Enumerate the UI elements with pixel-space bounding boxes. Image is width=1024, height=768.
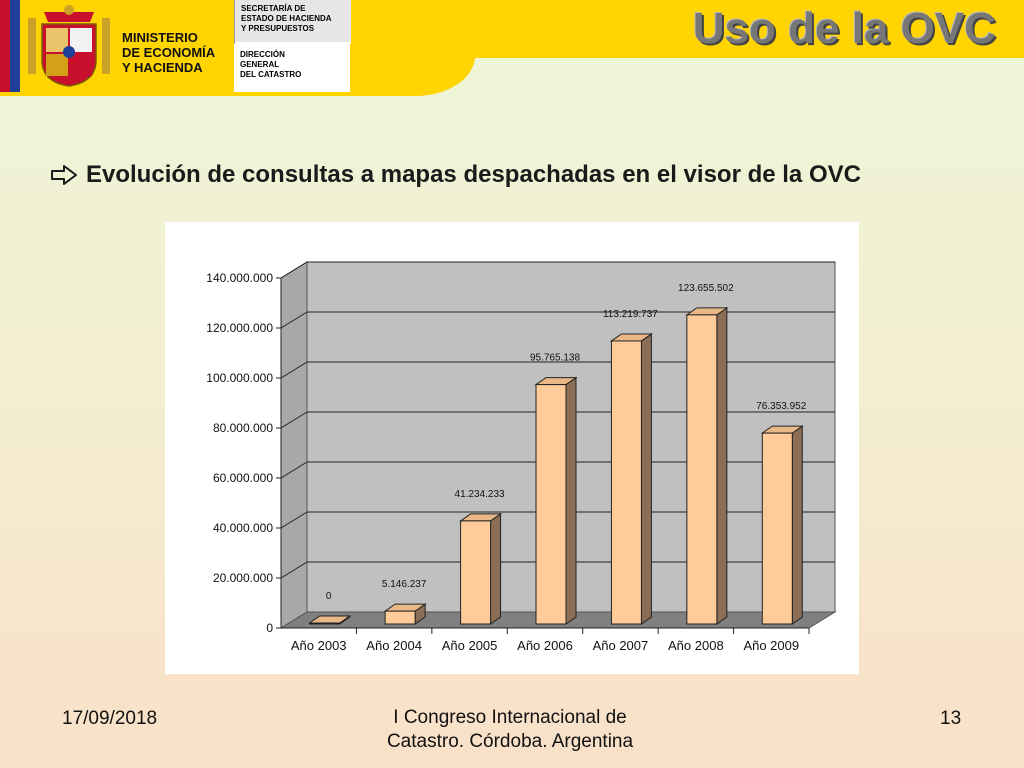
gridline-side — [280, 561, 308, 579]
secretaria-line-1: SECRETARÍA DE — [241, 4, 306, 13]
chart-card: 0 20.000.000 40.000.000 60.000.000 80.000.00… — [165, 222, 859, 674]
bar — [535, 384, 567, 625]
bar — [384, 610, 416, 625]
direccion-line-1: DIRECCIÓN — [240, 50, 285, 59]
footer-event-line-1: I Congreso Internacional de — [393, 707, 627, 728]
gridline-side — [280, 411, 308, 429]
gridline-side — [280, 461, 308, 479]
flag-strip — [0, 0, 20, 92]
bar-side — [490, 512, 502, 625]
x-tick-label: Año 2007 — [593, 638, 649, 653]
x-tick-label: Año 2006 — [517, 638, 573, 653]
bullet-text: Evolución de consultas a mapas despachad… — [86, 161, 861, 188]
bar — [460, 520, 492, 625]
footer-event-line-2: Catastro. Córdoba. Argentina — [386, 731, 634, 752]
x-tick-label: Año 2009 — [743, 638, 799, 653]
y-tick-label: 120.000.000 — [206, 321, 273, 335]
secretaria-box: SECRETARÍA DE ESTADO DE HACIENDA Y PRESU… — [234, 0, 351, 44]
bar-chart: 0 20.000.000 40.000.000 60.000.000 80.000.00… — [206, 261, 837, 653]
data-label: 123.655.502 — [678, 283, 734, 294]
footer-date: 17/09/2018 — [62, 708, 158, 729]
x-tick-label: Año 2004 — [366, 638, 422, 653]
y-tick-label: 20.000.000 — [213, 571, 273, 585]
direccion-line-2: GENERAL — [240, 60, 280, 69]
y-tick-label: 140.000.000 — [206, 271, 273, 285]
footer-page-number: 13 — [940, 708, 962, 729]
x-tick-label: Año 2005 — [442, 638, 498, 653]
data-label: 0 — [326, 591, 332, 602]
ministry-line-1: MINISTERIO — [122, 30, 198, 45]
direccion-line-3: DEL CATASTRO — [240, 70, 302, 79]
gridline-side — [280, 261, 308, 279]
gridline-side — [280, 511, 308, 529]
hollow-arrow-icon — [51, 165, 77, 185]
bar — [686, 314, 718, 625]
bar — [610, 340, 642, 625]
ministry-line-3: Y HACIENDA — [122, 60, 203, 75]
footer-event: I Congreso Internacional de Catastro. Có… — [300, 706, 720, 754]
bar-side — [640, 332, 652, 625]
plot-side-wall — [280, 261, 308, 629]
bar-side — [565, 376, 577, 625]
y-tick-label: 60.000.000 — [213, 471, 273, 485]
data-label: 5.146.237 — [382, 579, 427, 590]
secretaria-line-2: ESTADO DE HACIENDA — [241, 14, 332, 23]
ministry-line-2: DE ECONOMÍA — [122, 45, 216, 60]
bar — [761, 432, 793, 625]
bar-side — [791, 425, 803, 625]
data-label: 41.234.233 — [455, 489, 505, 500]
data-label: 95.765.138 — [530, 353, 580, 364]
coat-of-arms-logo — [28, 5, 110, 87]
x-tick-label: Año 2003 — [291, 638, 347, 653]
bar-side — [716, 306, 728, 625]
y-tick-label: 100.000.000 — [206, 371, 273, 385]
slide-title: Uso de la OVC — [692, 4, 996, 53]
data-label: 76.353.952 — [756, 401, 806, 412]
ministry-name: MINISTERIO DE ECONOMÍA Y HACIENDA — [122, 30, 215, 75]
secretaria-line-3: Y PRESUPUESTOS — [241, 24, 315, 33]
bar — [309, 622, 341, 625]
data-label: 113.219.737 — [603, 309, 658, 320]
gridline-side — [280, 311, 308, 329]
y-tick-label: 80.000.000 — [213, 421, 273, 435]
gridline-side — [280, 361, 308, 379]
direccion-box: DIRECCIÓN GENERAL DEL CATASTRO — [234, 44, 350, 92]
y-tick-label: 40.000.000 — [213, 521, 273, 535]
x-tick-label: Año 2008 — [668, 638, 724, 653]
y-tick-label: 0 — [266, 621, 273, 635]
